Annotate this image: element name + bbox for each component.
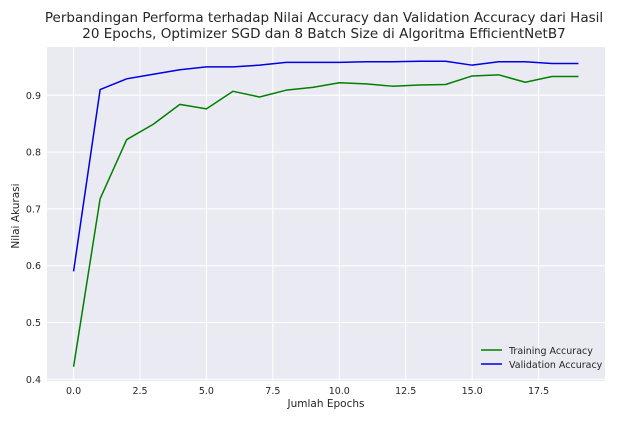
y-tick-label: 0.7 [26,204,41,215]
plot-area [47,47,605,381]
chart-title-line-1: Perbandingan Performa terhadap Nilai Acc… [45,10,603,26]
y-tick-label: 0.6 [26,261,41,272]
training-accuracy-line [72,74,579,367]
y-tick-label: 0.8 [26,148,41,159]
grid-lines [47,47,605,381]
x-tick-label: 7.5 [265,386,280,397]
x-tick-label: 15.0 [462,386,483,397]
legend: Training Accuracy Validation Accuracy [481,346,603,371]
y-tick-label: 0.5 [26,318,41,329]
validation-accuracy-line [72,60,579,272]
legend-label-validation: Validation Accuracy [509,360,603,371]
legend-label-training: Training Accuracy [508,346,593,357]
y-axis-label: Nilai Akurasi [10,183,22,248]
x-tick-label: 17.5 [528,386,549,397]
x-tick-label: 12.5 [395,386,416,397]
x-tick-label: 5.0 [199,386,214,397]
series-lines [72,60,579,367]
y-tick-label: 0.9 [26,91,41,102]
x-tick-label: 2.5 [132,386,147,397]
tick-labels: 0.0 2.5 5.0 7.5 10.0 12.5 15.0 17.5 0.4 0.5 0.6 0.7… [26,91,549,397]
y-tick-label: 0.4 [26,375,41,386]
x-tick-label: 0.0 [66,386,81,397]
x-tick-label: 10.0 [329,386,350,397]
x-axis-label: Jumlah Epochs [287,398,365,410]
chart-title-line-2: 20 Epochs, Optimizer SGD dan 8 Batch Siz… [82,26,565,42]
